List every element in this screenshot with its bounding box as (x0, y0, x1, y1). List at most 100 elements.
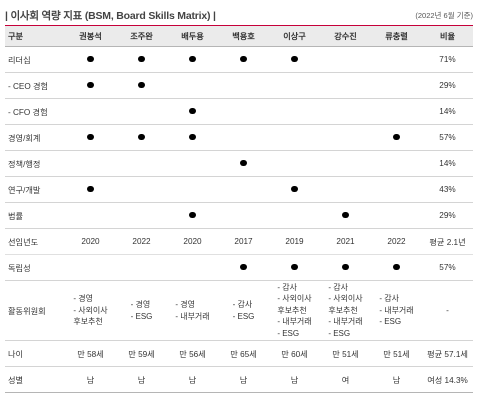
filled-dot-icon (138, 55, 145, 62)
committee-cell: - 경영 - ESG (116, 280, 167, 341)
row-label: 리더십 (5, 46, 65, 73)
matrix-cell (65, 46, 116, 73)
committee-item: - 감사 (232, 299, 253, 309)
matrix-cell (116, 202, 167, 229)
committee-list: - 경영 - 내부거래 (175, 299, 209, 322)
gender-cell: 남 (218, 366, 269, 393)
independence-row: 독립성 57% (5, 254, 473, 281)
matrix-cell (218, 254, 269, 281)
filled-dot-icon (87, 55, 94, 62)
matrix-cell (269, 124, 320, 151)
matrix-cell (269, 254, 320, 281)
filled-dot-icon (291, 263, 298, 270)
ratio-cell: 평균 2.1년 (422, 228, 473, 255)
filled-dot-icon (87, 133, 94, 140)
matrix-cell (371, 46, 422, 73)
director-header: 강수진 (320, 25, 371, 47)
age-cell: 만 60세 (269, 340, 320, 367)
skill-row: - CEO 경험 29% (5, 72, 473, 99)
ratio-cell: 14% (422, 98, 473, 125)
matrix-cell (269, 98, 320, 125)
board-skills-matrix-table: 구분 권봉석 조주완 배두용 백용호 이상구 강수진 류충렬 비율 리더십 71%… (5, 25, 473, 393)
ratio-cell: 43% (422, 176, 473, 203)
committee-item: 후보추천 (328, 305, 358, 315)
row-label: - CEO 경험 (5, 72, 65, 99)
matrix-cell (320, 98, 371, 125)
director-header: 백용호 (218, 25, 269, 47)
committee-item: - 경영 (175, 299, 195, 309)
filled-dot-icon (393, 263, 400, 270)
committee-cell: - 감사 - 사외이사 후보추천 - 내부거래 - ESG (269, 280, 320, 341)
matrix-cell (167, 46, 218, 73)
committee-cell: - 감사 - ESG (218, 280, 269, 341)
skill-row: - CFO 경험 14% (5, 98, 473, 125)
committee-item: - ESG (130, 311, 153, 321)
category-header: 구분 (5, 25, 65, 47)
committee-item: - ESG (232, 311, 255, 321)
filled-dot-icon (189, 133, 196, 140)
matrix-cell (116, 254, 167, 281)
ratio-cell: 57% (422, 124, 473, 151)
year-cell: 2022 (371, 228, 422, 255)
row-label: 활동위원회 (5, 280, 65, 341)
row-label: 경영/회계 (5, 124, 65, 151)
committee-list: - 감사 - 사외이사 후보추천 - 내부거래 - ESG (277, 282, 311, 340)
filled-dot-icon (87, 185, 94, 192)
matrix-cell (320, 46, 371, 73)
committee-cell: - 감사 - 사외이사 후보추천 - 내부거래 - ESG (320, 280, 371, 341)
title-bar: | 이사회 역량 지표 (BSM, Board Skills Matrix) |… (5, 6, 473, 24)
committee-item: - 내부거래 (175, 311, 210, 321)
year-cell: 2021 (320, 228, 371, 255)
filled-dot-icon (291, 185, 298, 192)
gender-cell: 남 (371, 366, 422, 393)
matrix-cell (167, 72, 218, 99)
year-cell: 2017 (218, 228, 269, 255)
matrix-cell (320, 150, 371, 177)
age-cell: 만 56세 (167, 340, 218, 367)
ratio-cell: 57% (422, 254, 473, 281)
gender-cell: 남 (116, 366, 167, 393)
filled-dot-icon (189, 55, 196, 62)
matrix-cell (65, 72, 116, 99)
committee-item: - 감사 (277, 282, 297, 292)
matrix-cell (218, 202, 269, 229)
matrix-cell (65, 124, 116, 151)
ratio-cell: 14% (422, 150, 473, 177)
filled-dot-icon (138, 81, 145, 88)
matrix-cell (371, 98, 422, 125)
committee-list: - 감사 - 내부거래 - ESG (379, 293, 413, 328)
matrix-cell (371, 72, 422, 99)
ratio-header: 비율 (422, 25, 473, 47)
year-cell: 2020 (167, 228, 218, 255)
filled-dot-icon (342, 211, 349, 218)
committee-item: - 경영 (73, 294, 93, 304)
year-cell: 2020 (65, 228, 116, 255)
matrix-cell (65, 202, 116, 229)
appointed-year-row: 선임년도 2020 2022 2020 2017 2019 2021 2022 평균 2.1년 (5, 228, 473, 255)
ratio-cell: 29% (422, 72, 473, 99)
matrix-cell (371, 254, 422, 281)
ratio-cell: - (422, 280, 473, 341)
filled-dot-icon (189, 211, 196, 218)
skill-row: 정책/행정 14% (5, 150, 473, 177)
matrix-cell (65, 98, 116, 125)
ratio-cell: 여성 14.3% (422, 366, 473, 393)
skill-row: 연구/개발 43% (5, 176, 473, 203)
matrix-cell (65, 176, 116, 203)
matrix-cell (65, 150, 116, 177)
matrix-cell (218, 124, 269, 151)
age-cell: 만 58세 (65, 340, 116, 367)
matrix-cell (269, 202, 320, 229)
matrix-cell (116, 46, 167, 73)
committee-item: - ESG (379, 317, 402, 327)
year-cell: 2019 (269, 228, 320, 255)
filled-dot-icon (189, 107, 196, 114)
committee-list: - 감사 - 사외이사 후보추천 - 내부거래 - ESG (328, 282, 362, 340)
matrix-cell (167, 150, 218, 177)
committee-item: 후보추천 (277, 305, 307, 315)
reference-date: (2022년 6월 기준) (415, 10, 473, 20)
table-body: 리더십 71% - CEO 경험 29% - CFO 경험 14% 경영/회계 57% 정책/행… (5, 46, 473, 393)
director-header: 조주완 (116, 25, 167, 47)
skill-row: 경영/회계 57% (5, 124, 473, 151)
matrix-cell (218, 46, 269, 73)
